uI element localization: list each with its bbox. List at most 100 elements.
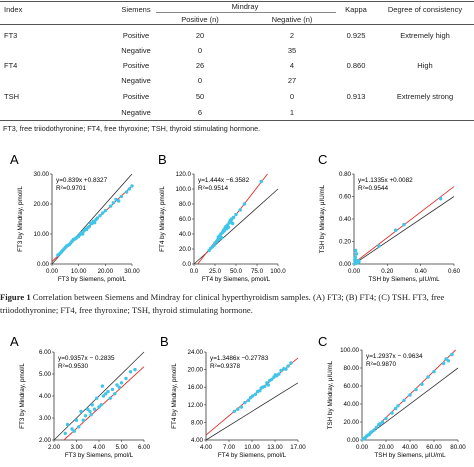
y-axis-label: FT4 by Mindray, pmol/L bbox=[159, 186, 166, 252]
data-point bbox=[393, 228, 398, 232]
y-tick-label: 12.00 bbox=[188, 402, 204, 409]
x-tick-label: 10.00 bbox=[244, 444, 260, 451]
data-point bbox=[450, 352, 454, 357]
data-point bbox=[239, 405, 244, 409]
data-point bbox=[108, 204, 113, 208]
cell-pos: 50 bbox=[195, 92, 205, 101]
data-point bbox=[396, 404, 400, 408]
cell-neg: 1 bbox=[289, 108, 295, 117]
data-point bbox=[444, 357, 448, 361]
cell-siemens: Positive bbox=[122, 31, 150, 40]
tsh-scatter-chart-2: C 0.00 20.00 40.00 60.00 80.00 0.00 20.00 40.00 6… bbox=[318, 334, 466, 459]
y-axis-label: TSH by Mindray, μIU/mL bbox=[327, 360, 334, 429]
data-point bbox=[270, 377, 274, 381]
data-point bbox=[63, 431, 67, 436]
y-tick-label: 80.00 bbox=[344, 365, 360, 372]
x-tick-label: 0.00 bbox=[348, 268, 361, 275]
data-point bbox=[284, 367, 288, 371]
cell-kappa: 0.913 bbox=[346, 92, 366, 101]
x-tick-label: 30.00 bbox=[124, 268, 140, 275]
y-tick-label: 4.00 bbox=[39, 393, 52, 400]
data-point bbox=[374, 425, 379, 430]
cell-neg: 4 bbox=[289, 61, 295, 70]
data-point bbox=[357, 260, 361, 264]
x-axis-label: FT4 by Siemens, pmol/L bbox=[218, 452, 287, 459]
data-point bbox=[101, 394, 106, 398]
figure-1-caption-text: Correlation between Siemens and Mindray … bbox=[30, 292, 445, 302]
y-tick-label: 0.0 bbox=[182, 261, 191, 268]
r-squared: R²=0.9530 bbox=[58, 363, 88, 370]
x-tick-label: 0.60 bbox=[448, 268, 461, 275]
data-point bbox=[414, 387, 418, 392]
data-point bbox=[128, 370, 133, 374]
r-squared: R²=0.9378 bbox=[210, 363, 240, 370]
cell-index: TSH bbox=[4, 92, 19, 101]
r-squared: R²=0.9514 bbox=[198, 185, 228, 192]
y-tick-label: 20.00 bbox=[188, 367, 204, 374]
data-point bbox=[238, 208, 242, 212]
data-point bbox=[372, 428, 376, 432]
data-point bbox=[353, 248, 358, 253]
x-axis-label: FT3 by Siemens, pmol/L bbox=[65, 452, 134, 459]
data-point bbox=[217, 237, 221, 241]
data-point bbox=[98, 214, 102, 218]
y-tick-label: 60.00 bbox=[344, 383, 360, 390]
x-axis-label: FT4 by Siemens, pmol/L bbox=[202, 276, 271, 283]
y-tick-label: 16.00 bbox=[188, 384, 204, 391]
data-point bbox=[432, 369, 436, 374]
table-top-rule bbox=[0, 1, 474, 2]
data-point bbox=[446, 359, 451, 363]
data-point bbox=[232, 409, 237, 414]
data-point bbox=[113, 392, 117, 396]
y-tick-label: 0.00 bbox=[339, 261, 352, 268]
y-tick-label: 30.00 bbox=[34, 171, 50, 178]
data-point bbox=[111, 201, 116, 205]
regression-equation: y=0.839x +0.8327 bbox=[56, 177, 108, 184]
data-point bbox=[266, 383, 270, 387]
regression-equation: y=1.444x −6.3582 bbox=[198, 177, 250, 184]
data-point bbox=[124, 376, 128, 381]
cell-neg: 27 bbox=[287, 76, 297, 85]
data-point bbox=[95, 216, 100, 220]
y-tick-label: 2.00 bbox=[39, 437, 52, 444]
identity-line bbox=[205, 382, 299, 441]
cell-neg: 0 bbox=[289, 92, 295, 101]
cell-siemens: Positive bbox=[122, 92, 150, 101]
y-tick-label: 60.0 bbox=[179, 216, 192, 223]
data-point bbox=[384, 416, 388, 421]
data-point bbox=[108, 396, 112, 400]
panel-letter: A bbox=[10, 334, 19, 349]
tsh-scatter-chart: C 0.00 0.20 0.40 0.60 0.00 0.20 0.40 0.60 0.80 TSH… bbox=[318, 152, 461, 283]
y-tick-label: 20.00 bbox=[344, 419, 360, 426]
y-tick-label: 8.00 bbox=[191, 419, 204, 426]
data-point bbox=[115, 383, 119, 387]
data-point bbox=[86, 407, 90, 411]
data-point bbox=[119, 381, 124, 385]
panel-letter: A bbox=[10, 152, 19, 167]
data-point bbox=[100, 384, 105, 388]
y-tick-label: 120.0 bbox=[176, 171, 192, 178]
x-tick-label: 5.00 bbox=[115, 444, 128, 451]
figure-1-row: A 0.00 10.00 20.00 30.00 0.00 10.00 20.00 30.00 F… bbox=[0, 148, 474, 288]
identity-line bbox=[353, 196, 455, 265]
data-point bbox=[390, 411, 394, 415]
data-point bbox=[77, 425, 81, 429]
y-tick-label: 0.60 bbox=[339, 194, 352, 201]
data-point bbox=[79, 409, 83, 414]
regression-equation: y=1.3486x −0.27783 bbox=[210, 355, 269, 362]
mindray-group-rule bbox=[156, 12, 336, 13]
data-point bbox=[90, 403, 94, 407]
x-tick-label: 80.00 bbox=[450, 444, 466, 451]
y-tick-label: 40.0 bbox=[179, 231, 192, 238]
y-tick-label: 20.00 bbox=[34, 201, 50, 208]
cell-kappa: 0.925 bbox=[346, 31, 366, 40]
data-point bbox=[402, 398, 406, 403]
x-tick-label: 20.00 bbox=[378, 444, 394, 451]
y-tick-label: 3.00 bbox=[39, 415, 52, 422]
figure-1-caption-line2: triiodothyronine; FT4, free thyroxine; T… bbox=[0, 305, 253, 315]
x-tick-label: 10.00 bbox=[71, 268, 87, 275]
data-point bbox=[88, 409, 92, 414]
data-point bbox=[246, 398, 251, 403]
cell-consistency: High bbox=[417, 61, 433, 70]
x-tick-label: 20.00 bbox=[98, 268, 114, 275]
